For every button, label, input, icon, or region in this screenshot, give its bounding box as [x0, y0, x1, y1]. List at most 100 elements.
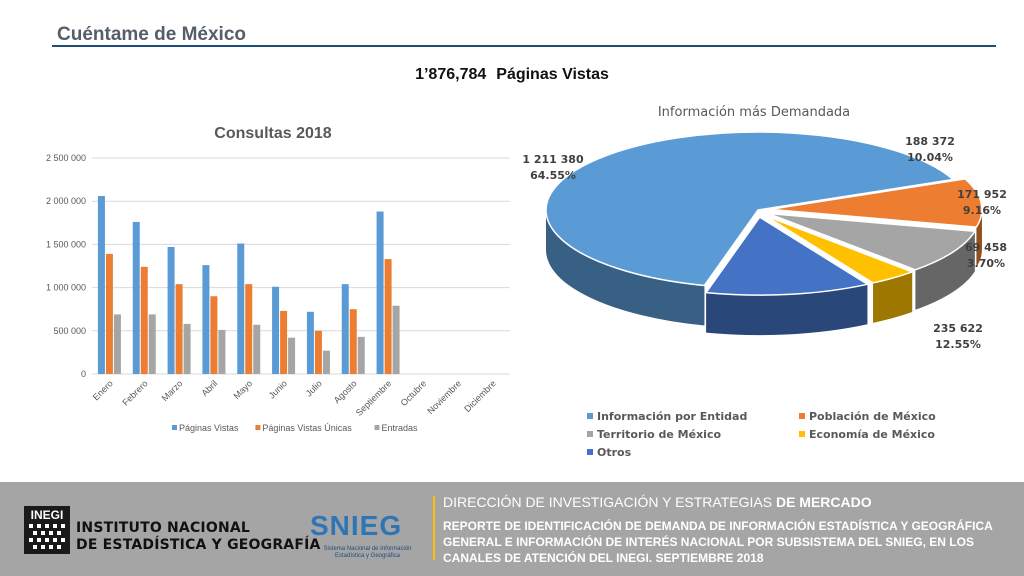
bar-p-ginas-vistas [202, 265, 210, 374]
pie-percent-label: 3.70% [967, 257, 1005, 270]
institute-name-line1: INSTITUTO NACIONAL [76, 520, 251, 536]
title-divider [52, 45, 996, 47]
pie-legend-swatch [799, 431, 805, 437]
legend-swatch [374, 425, 380, 430]
x-tick-label: Enero [91, 378, 115, 402]
bar-entradas [148, 314, 156, 374]
pie-value-label: 188 372 [905, 135, 955, 148]
bar-entradas [183, 323, 191, 374]
x-tick-label: Agosto [332, 378, 359, 405]
snieg-logo-text: SNIEG [310, 510, 403, 541]
x-tick-label: Mayo [232, 378, 255, 401]
institute-name: INSTITUTO NACIONAL DE ESTADÍSTICA Y GEOG… [76, 520, 321, 554]
pie-legend-swatch [587, 449, 593, 455]
bar-p-ginas-vistas [272, 286, 280, 374]
pie-slice-econom-a-de-m-xico [764, 215, 915, 284]
page-title: Cuéntame de México [57, 24, 246, 45]
institute-name-line2: DE ESTADÍSTICA Y GEOGRAFÍA [76, 537, 321, 553]
bar-p-ginas-vistas [306, 311, 314, 374]
bar-p-ginas-vistas-nicas [280, 310, 288, 374]
direction-title: DIRECCIÓN DE INVESTIGACIÓN Y ESTRATEGIAS… [443, 494, 872, 510]
inegi-logo-text: INEGI [31, 508, 64, 522]
bar-p-ginas-vistas-nicas [105, 253, 113, 374]
bar-entradas [113, 314, 121, 374]
pie-slice-poblaci-n-de-m-xico [769, 178, 983, 228]
bar-entradas [392, 305, 400, 374]
bar-p-ginas-vistas-nicas [314, 330, 322, 374]
pie-slice-informaci-n-por-entidad [545, 131, 955, 287]
bar-chart-title: Consultas 2018 [214, 125, 331, 142]
bar-p-ginas-vistas-nicas [245, 284, 253, 374]
legend-swatch [172, 425, 177, 430]
x-tick-label: Noviembre [425, 378, 463, 416]
footer: INEGI INSTITUTO NACIONAL DE ESTADÍSTICA … [0, 482, 1024, 576]
y-tick-label: 500 000 [53, 326, 86, 336]
y-tick-label: 2 500 000 [46, 153, 86, 163]
bar-p-ginas-vistas-nicas [210, 296, 218, 374]
footer-divider [433, 496, 435, 560]
pie-slice-otros [704, 216, 870, 296]
bar-p-ginas-vistas-nicas [349, 309, 357, 374]
bar-entradas [253, 324, 261, 374]
bar-p-ginas-vistas-nicas [140, 266, 148, 374]
x-tick-label: Abril [200, 378, 220, 398]
x-tick-label: Julio [304, 378, 324, 398]
pie-legend-label: Información por Entidad [597, 410, 747, 423]
pie-percent-label: 64.55% [530, 169, 576, 182]
legend-label: Páginas Vistas Únicas [262, 423, 352, 433]
bar-p-ginas-vistas-nicas [175, 284, 183, 374]
inegi-logo: INEGI [24, 506, 70, 554]
bar-entradas [322, 350, 330, 374]
x-tick-label: Septiembre [354, 378, 394, 418]
total-page-views-value: 1’876,784 [415, 66, 487, 83]
pie-slice-side [976, 209, 982, 268]
informacion-pie-chart: Información más Demandada 1 211 380 64.55%… [522, 105, 1007, 459]
x-tick-label: Diciembre [462, 378, 498, 414]
pie-legend-swatch [799, 413, 805, 419]
x-tick-label: Marzo [160, 378, 185, 403]
pie-legend-label: Otros [597, 446, 632, 459]
pie-legend-swatch [587, 413, 593, 419]
y-tick-label: 2 000 000 [46, 196, 86, 206]
pie-legend-swatch [587, 431, 593, 437]
x-tick-label: Junio [267, 378, 289, 400]
pie-value-label: 69 458 [965, 241, 1007, 254]
direction-title-part1: DIRECCIÓN DE INVESTIGACIÓN Y ESTRATEGIAS [443, 494, 773, 510]
report-description: REPORTE DE IDENTIFICACIÓN DE DEMANDA DE … [443, 519, 993, 565]
pie-percent-label: 12.55% [935, 338, 981, 351]
bar-p-ginas-vistas [376, 211, 384, 374]
bar-p-ginas-vistas [167, 246, 175, 374]
x-tick-label: Febrero [120, 378, 149, 407]
y-tick-label: 1 500 000 [46, 239, 86, 249]
pie-legend-label: Economía de México [809, 428, 935, 441]
y-tick-label: 1 000 000 [46, 283, 86, 293]
legend-swatch [255, 425, 261, 430]
pie-legend-label: Población de México [809, 410, 936, 423]
bar-p-ginas-vistas [132, 221, 140, 374]
total-page-views-label: Páginas Vistas [496, 66, 609, 83]
bar-p-ginas-vistas [97, 196, 105, 374]
bar-entradas [218, 329, 226, 374]
snieg-subtitle: Sistema Nacional de Información Estadíst… [323, 546, 412, 559]
legend-label: Entradas [382, 423, 419, 433]
pie-legend-label: Territorio de México [597, 428, 721, 441]
legend-label: Páginas Vistas [179, 423, 239, 433]
pie-value-label: 171 952 [957, 188, 1007, 201]
consultas-bar-chart: Consultas 2018 0 500 000 1 000 000 1 500 000… [46, 125, 510, 433]
y-tick-label: 0 [81, 369, 86, 379]
bar-p-ginas-vistas [341, 284, 349, 374]
bar-entradas [288, 337, 296, 374]
pie-slice-side [546, 210, 705, 326]
x-tick-label: Octubre [399, 378, 429, 408]
pie-slice-side [915, 231, 975, 310]
pie-slice-side [706, 284, 868, 336]
pie-slice-territorio-de-m-xico [768, 212, 977, 271]
total-page-views: 1’876,784 Páginas Vistas [0, 66, 1024, 84]
direction-title-part2: DE MERCADO [775, 494, 872, 510]
bar-p-ginas-vistas-nicas [384, 259, 392, 374]
pie-percent-label: 10.04% [907, 151, 953, 164]
pie-value-label: 235 622 [933, 322, 983, 335]
pie-chart-title: Información más Demandada [658, 105, 850, 120]
bar-entradas [357, 336, 365, 374]
pie-value-label: 1 211 380 [522, 153, 584, 166]
